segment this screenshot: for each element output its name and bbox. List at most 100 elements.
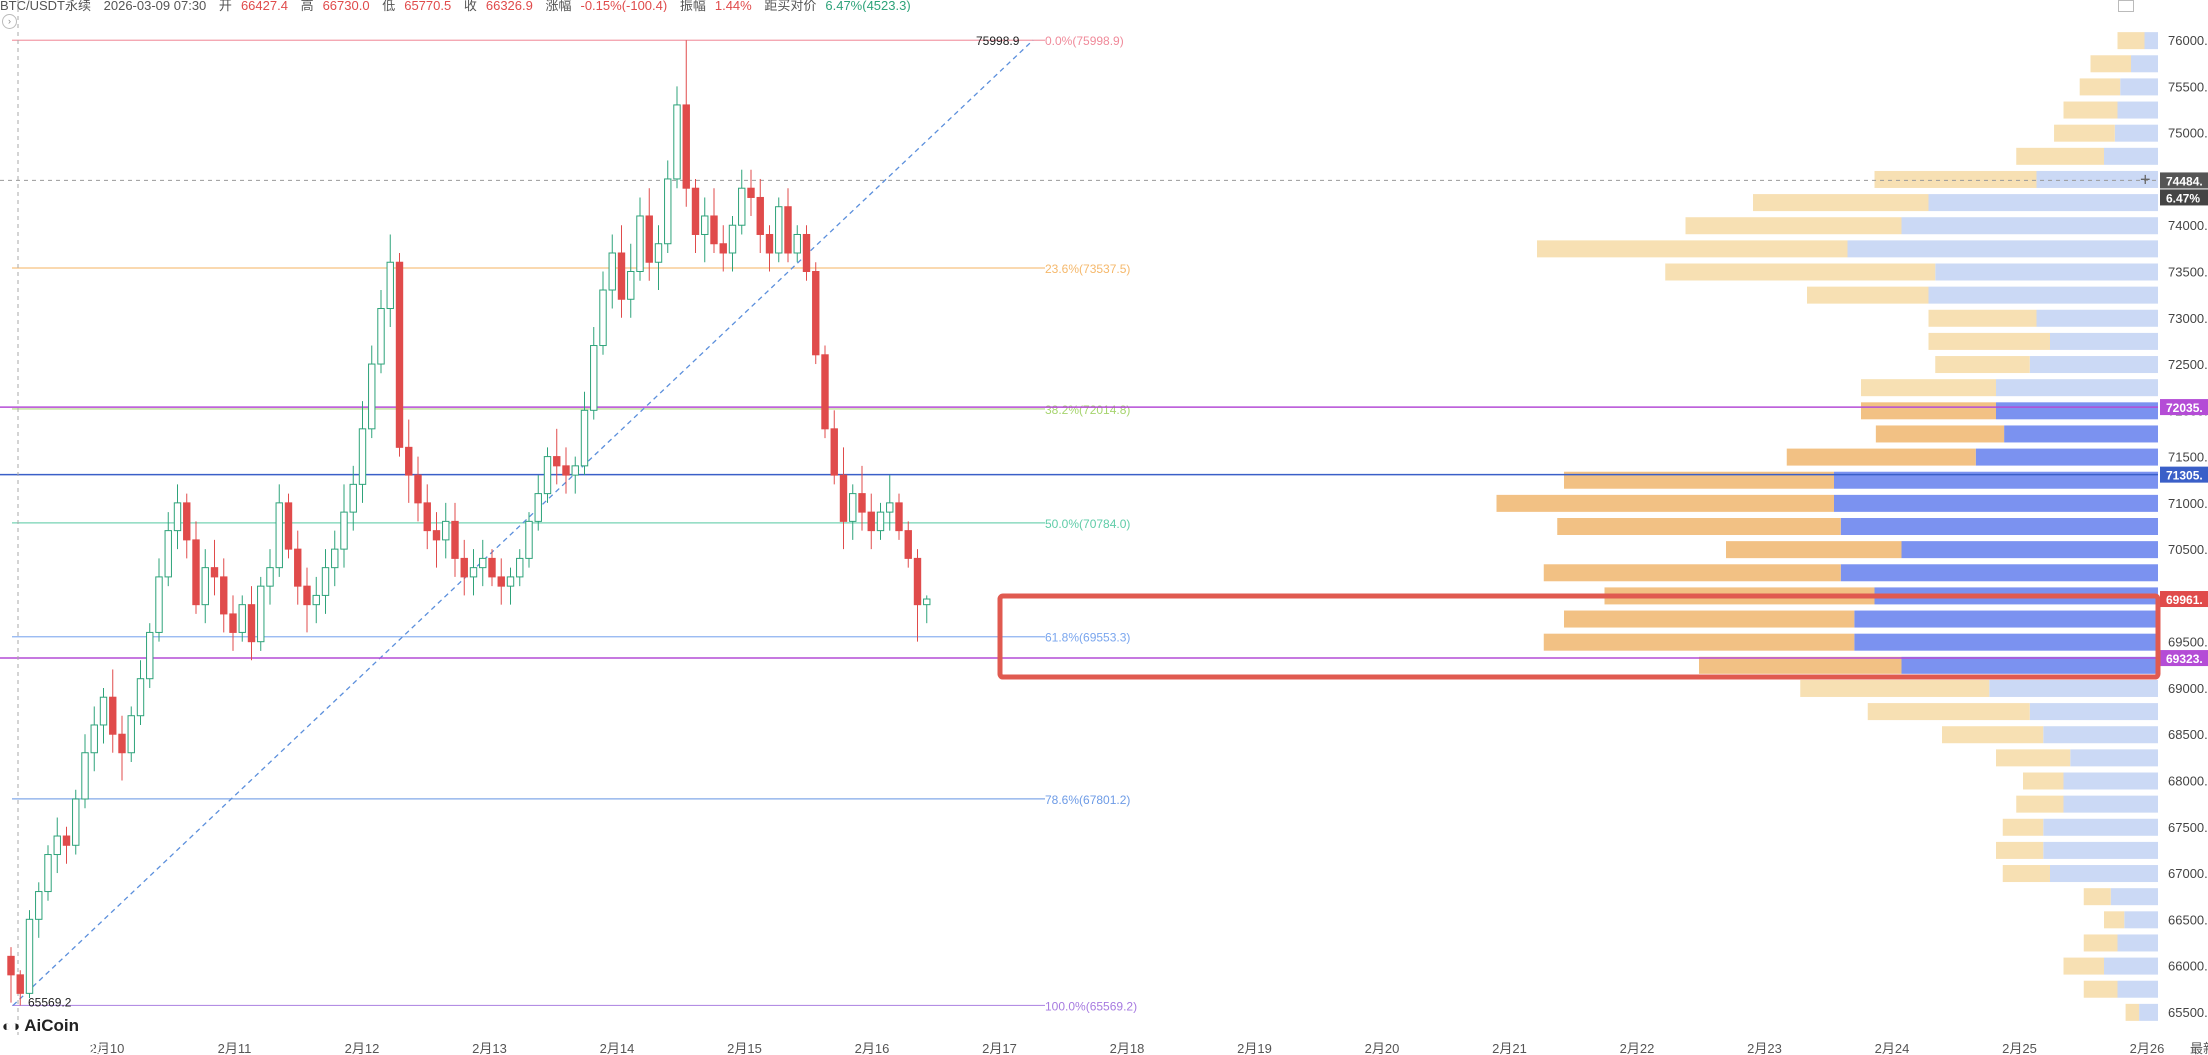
x-tick-label: 2月23 (1747, 1041, 1782, 1055)
volume-bar-sell (2104, 911, 2125, 929)
candle-body (377, 308, 385, 365)
start-time-label: 2026-02-09 07:30 (0, 1041, 103, 1055)
candle-body (16, 974, 24, 994)
fib-label: 23.6%(73537.5) (1045, 262, 1130, 276)
candle-body (645, 215, 653, 263)
candle-body (599, 289, 607, 347)
candle-body (451, 520, 459, 559)
y-tick-label: 65500.0 (2168, 1005, 2208, 1020)
volume-bar-buy (1854, 633, 2158, 651)
candle-body (636, 215, 644, 273)
volume-bar-sell (2083, 888, 2111, 906)
x-tick-label: 2月13 (472, 1041, 507, 1055)
change-value: -0.15%(-100.4) (580, 0, 668, 12)
candle-body (423, 502, 431, 532)
candle-body (802, 233, 811, 272)
volume-bar-buy (2070, 749, 2158, 767)
candle-body (664, 178, 672, 245)
volume-bar-buy (1854, 610, 2158, 628)
y-tick-label: 68500.0 (2168, 727, 2208, 742)
candle-body (321, 567, 330, 596)
volume-bar-sell (1543, 633, 1855, 651)
close-label: 收 (463, 0, 477, 12)
candle-body (331, 548, 339, 569)
volume-bar-sell (2079, 78, 2121, 96)
candle-body (275, 502, 283, 569)
volume-bar-buy (2043, 818, 2158, 836)
x-tick-label: 2月20 (1365, 1041, 1400, 1055)
y-tick-label: 76000.0 (2168, 33, 2208, 48)
fib-trend-line (12, 39, 1034, 1006)
close-value: 66326.9 (485, 0, 533, 12)
volume-bar-sell (2063, 957, 2104, 975)
x-tick-label: 2月16 (855, 1041, 890, 1055)
candle-body (673, 104, 681, 180)
open-value: 66427.4 (240, 0, 288, 12)
candle-body (7, 955, 15, 976)
candle-body (821, 354, 829, 430)
candle-body (654, 243, 663, 263)
amplitude-value: 1.44% (714, 0, 752, 12)
volume-bar-buy (1935, 263, 2158, 281)
candle-body (904, 530, 912, 559)
candle-body (830, 428, 838, 476)
candle-body (303, 585, 311, 606)
fib-label: 100.0%(65569.2) (1045, 999, 1137, 1013)
volume-bar-buy (2131, 55, 2158, 73)
volume-bar-sell (2023, 772, 2064, 790)
candle-body (118, 733, 126, 754)
candle-body (136, 678, 145, 717)
candle-body (229, 613, 237, 633)
fib-label: 50.0%(70784.0) (1045, 517, 1130, 531)
change-label: 涨幅 (545, 0, 572, 12)
volume-bar-buy (2063, 795, 2158, 813)
x-tick-label: 2月17 (982, 1041, 1017, 1055)
datetime-label: 2026-03-09 07:30 (103, 0, 207, 12)
distance-value: 6.47%(4523.3) (825, 0, 911, 12)
x-tick-label: 2月22 (1620, 1041, 1655, 1055)
candle-body (543, 456, 552, 495)
volume-bar-buy (1989, 679, 2158, 697)
volume-bar-buy (2043, 726, 2158, 744)
volume-bar-sell (2083, 934, 2118, 952)
volume-bar-buy (2114, 124, 2158, 142)
price-tag-bg (2160, 399, 2208, 416)
y-tick-label: 71500.0 (2168, 450, 2208, 465)
volume-bar-buy (2029, 356, 2158, 374)
current-price-tag: 69961. (2166, 593, 2203, 607)
fib-label: 0.0%(75998.9) (1045, 34, 1124, 48)
y-tick-label: 74000.0 (2168, 218, 2208, 233)
high-label: 高 (300, 0, 314, 12)
y-tick-label: 70500.0 (2168, 542, 2208, 557)
volume-bar-sell (1942, 726, 2044, 744)
candle-body (886, 502, 894, 513)
volume-bar-buy (1840, 518, 2158, 535)
candle-body (35, 891, 43, 920)
candle-body (719, 243, 727, 254)
candle-body (479, 557, 487, 569)
volume-bar-sell (1496, 494, 1834, 512)
candle-body (747, 187, 755, 198)
volume-bar-buy (2029, 703, 2158, 721)
y-tick-label: 66500.0 (2168, 912, 2208, 927)
volume-bar-sell (1685, 217, 1902, 235)
candle-body (534, 493, 542, 522)
volume-bar-sell (1753, 194, 1929, 212)
x-tick-label: 2月14 (600, 1041, 635, 1055)
volume-bar-buy (1996, 379, 2158, 397)
candle-body (506, 576, 515, 587)
candle-body (691, 187, 700, 235)
high-value: 66730.0 (322, 0, 370, 12)
candle-body (553, 456, 561, 467)
crosshair-pct-bg (2160, 189, 2208, 206)
collapse-toggle-icon[interactable]: › (2, 14, 17, 29)
fullscreen-icon[interactable] (2118, 0, 2134, 12)
volume-bar-sell (1564, 610, 1855, 628)
candle-body (497, 576, 505, 587)
price-tag: 69323. (2166, 652, 2203, 666)
candle-body (812, 271, 820, 356)
candle-body (201, 567, 209, 606)
price-tag-bg (2160, 466, 2208, 483)
volume-bar-buy (2063, 772, 2158, 790)
